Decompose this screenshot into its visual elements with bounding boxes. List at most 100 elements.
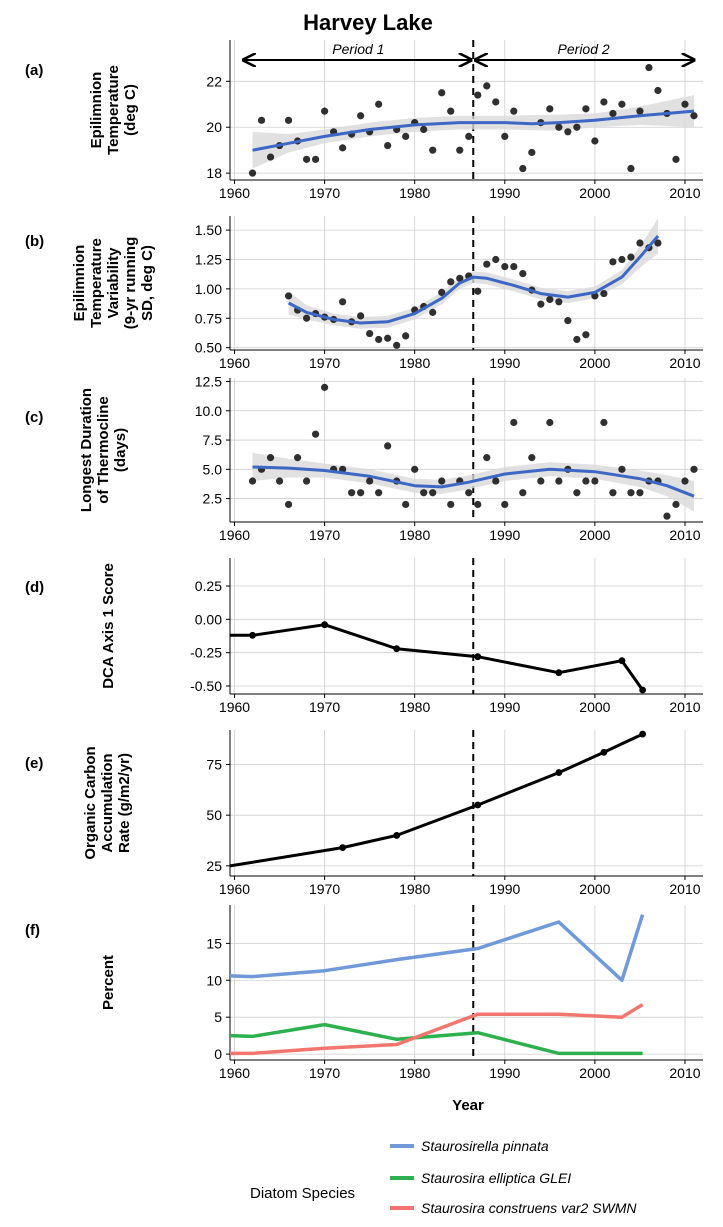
- data-point: [465, 132, 473, 140]
- data-point: [447, 500, 455, 509]
- x-tick-label: 2000: [579, 1065, 610, 1081]
- data-point: [275, 477, 284, 485]
- panel-b: 0.50 0.75 1.00 1.25 1.50 1960 1970 1980 1990 2000…: [25, 216, 703, 371]
- data-point: [510, 262, 518, 271]
- data-point: [600, 289, 608, 298]
- data-point: [690, 465, 698, 473]
- data-point: [645, 63, 653, 72]
- data-point: [429, 146, 437, 154]
- x-tick-label: 2000: [579, 185, 610, 201]
- data-point: [393, 341, 401, 349]
- data-point: [302, 477, 311, 485]
- x-tick-label: 1980: [399, 699, 430, 715]
- period-2-label: Period 2: [558, 41, 610, 57]
- confidence-band: [252, 95, 694, 169]
- data-point: [284, 500, 293, 509]
- x-tick-label: 1990: [489, 185, 520, 201]
- x-tick-label: 1970: [309, 185, 340, 201]
- y-tick-label: 5.0: [203, 461, 223, 477]
- data-point: [249, 631, 256, 639]
- data-point: [555, 769, 563, 776]
- data-point: [600, 98, 608, 106]
- series-line: [229, 732, 644, 868]
- x-tick-label: 1970: [309, 1065, 340, 1081]
- data-point: [528, 148, 536, 157]
- panel-c: 2.5 5.0 7.5 10.0 12.5 1960 1970 1980 1990 2000 201…: [25, 374, 703, 543]
- data-point: [366, 477, 374, 485]
- data-point: [501, 132, 509, 140]
- y-axis-title-line: Temperature: [105, 65, 122, 155]
- data-point: [519, 269, 527, 278]
- data-point: [411, 465, 419, 473]
- y-axis-title: Longest Durationof Thermocline(days): [78, 388, 129, 512]
- data-point: [483, 82, 491, 90]
- data-point: [266, 454, 275, 462]
- data-point: [420, 125, 428, 134]
- x-tick-label: 1970: [309, 881, 340, 897]
- x-tick-label: 1980: [399, 881, 430, 897]
- data-point: [582, 105, 590, 113]
- data-point: [510, 418, 518, 427]
- data-point: [690, 112, 698, 120]
- y-axis-title-line: Longest Duration: [78, 388, 95, 512]
- data-point: [591, 137, 599, 145]
- x-tick-label: 2010: [669, 185, 700, 201]
- data-point: [420, 489, 428, 497]
- y-tick-label: 0: [214, 1046, 222, 1062]
- data-point: [474, 91, 482, 99]
- data-point: [564, 317, 572, 325]
- x-tick-label: 2000: [579, 881, 610, 897]
- x-tick-label: 1960: [219, 881, 250, 897]
- panel-d: -0.50 -0.25 0.00 0.25 1960 1970 1980 1990 2000 20…: [25, 558, 703, 715]
- data-point: [681, 477, 689, 485]
- x-tick-label: 2010: [669, 527, 700, 543]
- data-point: [636, 239, 644, 247]
- series-line: [229, 1022, 643, 1056]
- x-tick-label: 1990: [489, 881, 520, 897]
- panel-tag: (f): [25, 922, 40, 939]
- y-tick-label: 18: [206, 165, 222, 181]
- data-point: [375, 335, 383, 344]
- smooth-trend-line: [252, 109, 695, 152]
- y-axis-title-line: (days): [112, 428, 129, 472]
- y-axis-title: EpilimnionTemperatureVariability(9-yr ru…: [71, 237, 156, 330]
- data-point: [284, 292, 293, 300]
- data-point: [284, 116, 293, 124]
- data-point: [537, 477, 545, 485]
- y-tick-label: 2.5: [203, 491, 223, 507]
- data-point: [591, 477, 599, 485]
- x-tick-label: 1990: [489, 355, 520, 371]
- data-point: [510, 107, 518, 115]
- x-tick-label: 2000: [579, 699, 610, 715]
- data-point: [357, 489, 365, 497]
- x-tick-label: 1990: [489, 527, 520, 543]
- panel-tag: (c): [25, 409, 43, 426]
- data-point: [429, 489, 437, 497]
- data-point: [573, 489, 581, 497]
- data-point: [555, 298, 563, 306]
- panel-tag: (b): [25, 233, 44, 250]
- y-axis-title: Organic CarbonAccumulationRate (g/m2/yr): [82, 746, 133, 859]
- data-point: [492, 98, 500, 106]
- data-point: [248, 169, 257, 177]
- data-point: [492, 477, 500, 485]
- data-point: [429, 308, 437, 316]
- data-point: [672, 155, 680, 163]
- legend-label: Staurosira construens var2 SWMN: [421, 1200, 637, 1216]
- data-point: [311, 430, 320, 438]
- data-point: [366, 329, 374, 338]
- data-point: [357, 312, 365, 320]
- x-tick-label: 1970: [309, 699, 340, 715]
- x-tick-label: 1970: [309, 355, 340, 371]
- x-tick-label: 2000: [579, 527, 610, 543]
- data-point: [474, 287, 482, 295]
- data-point: [582, 477, 590, 485]
- x-tick-label: 2000: [579, 355, 610, 371]
- data-point: [474, 500, 482, 509]
- x-tick-label: 1960: [219, 527, 250, 543]
- data-point: [321, 383, 329, 391]
- y-tick-label: 0.25: [195, 578, 222, 594]
- data-point: [456, 146, 464, 154]
- smooth-trend-line: [252, 465, 695, 498]
- y-axis-title-line: Variability: [105, 247, 122, 319]
